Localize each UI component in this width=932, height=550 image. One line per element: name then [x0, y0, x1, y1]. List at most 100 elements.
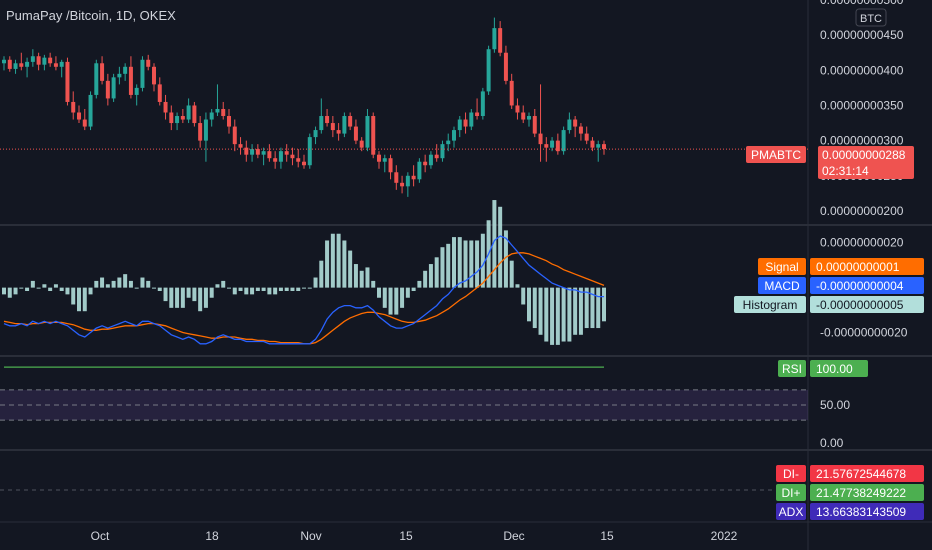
candle-body	[319, 116, 324, 131]
macd-line	[3, 235, 604, 345]
time-tick-label: Nov	[300, 529, 321, 543]
macd-legend-value: -0.00000000005	[816, 298, 904, 312]
macd-histogram-bar	[65, 287, 70, 295]
candle-body	[371, 116, 376, 155]
time-tick-label: Dec	[503, 529, 524, 543]
candle-body	[77, 112, 81, 120]
adx-legend-name-badge	[776, 465, 806, 482]
candle-body	[42, 57, 47, 65]
macd-histogram-bar	[532, 287, 537, 329]
rsi-tick-label: 50.00	[820, 398, 850, 412]
candle-body	[555, 140, 560, 152]
macd-histogram-bar	[7, 287, 12, 298]
macd-histogram-bar	[550, 287, 555, 345]
candle-body	[521, 112, 526, 120]
candle-body	[255, 149, 260, 155]
price-tick-label: 0.00000000400	[820, 63, 904, 77]
adx-legend-name: DI-	[783, 467, 799, 481]
price-tick-label: 0.00000000350	[820, 98, 904, 112]
candle-body	[53, 63, 58, 67]
candle-body	[36, 56, 41, 65]
candle-body	[71, 101, 76, 113]
macd-histogram-bar	[561, 287, 566, 342]
macd-histogram-bar	[128, 280, 133, 288]
candle-body	[382, 158, 387, 162]
candle-body	[215, 108, 220, 113]
macd-histogram-bar	[77, 287, 81, 312]
adx-legend-value: 21.47738249222	[816, 486, 906, 500]
macd-histogram-bar	[157, 287, 162, 291]
macd-legend-value-badge	[810, 296, 924, 313]
candle-body	[111, 77, 116, 99]
candle-body	[100, 63, 105, 81]
macd-histogram-bar	[140, 277, 145, 288]
macd-histogram-bar	[238, 287, 243, 291]
macd-histogram-bar	[359, 270, 364, 288]
candle-body	[123, 66, 128, 74]
macd-histogram-bar	[250, 287, 255, 295]
candle-body	[94, 63, 99, 95]
macd-histogram-bar	[417, 280, 422, 288]
macd-histogram-bar	[30, 280, 35, 288]
macd-histogram-bar	[82, 287, 87, 312]
macd-histogram-bar	[452, 237, 456, 288]
macd-legend-name: MACD	[764, 279, 800, 293]
macd-histogram-bar	[152, 287, 156, 289]
macd-histogram-bar	[336, 233, 341, 288]
candle-body	[30, 56, 35, 62]
macd-histogram-bar	[36, 287, 41, 289]
rsi-band	[0, 389, 808, 421]
macd-histogram-bar	[480, 233, 485, 288]
candle-body	[296, 158, 301, 162]
candle-body	[509, 80, 514, 106]
macd-histogram-bar	[117, 277, 122, 288]
candle-body	[175, 116, 180, 124]
chart-title: PumaPay /Bitcoin, 1D, OKEX	[6, 8, 176, 23]
macd-histogram-bar	[596, 287, 601, 329]
candle-body	[503, 52, 508, 81]
macd-histogram-bar	[100, 277, 105, 288]
candle-body	[498, 28, 503, 53]
candle-body	[117, 73, 122, 78]
macd-histogram-bar	[515, 284, 520, 288]
candle-body	[157, 84, 162, 102]
macd-histogram-bar	[48, 287, 53, 291]
macd-histogram-bar	[123, 274, 128, 288]
candle-body	[19, 63, 24, 67]
candle-body	[48, 57, 53, 64]
candle-body	[59, 61, 64, 67]
time-tick-label: Oct	[91, 529, 110, 543]
candle-body	[480, 91, 485, 117]
macd-legend-name-badge	[758, 258, 806, 275]
macd-histogram-bar	[313, 277, 318, 288]
candle-body	[394, 172, 399, 183]
candle-body	[602, 144, 606, 150]
symbol-label: PMABTC	[751, 148, 801, 162]
candle-body	[232, 126, 237, 145]
rsi-legend-value: 100.00	[816, 362, 853, 376]
candle-body	[469, 112, 474, 127]
macd-histogram-bar	[527, 287, 531, 322]
candle-body	[567, 119, 572, 131]
candle-body	[584, 133, 589, 141]
price-tick-label: 0.00000000450	[820, 28, 904, 42]
macd-histogram-bar	[411, 287, 416, 291]
adx-legend-name-badge	[776, 503, 806, 520]
macd-histogram-bar	[440, 247, 445, 288]
candle-body	[302, 161, 306, 166]
candle-body	[128, 66, 133, 95]
macd-histogram-bar	[284, 287, 289, 291]
macd-histogram-bar	[215, 284, 220, 288]
candle-body	[2, 59, 6, 64]
candle-body	[452, 130, 456, 141]
macd-histogram-bar	[348, 250, 353, 288]
candle-body	[140, 59, 145, 88]
macd-legend-name-badge	[758, 277, 806, 294]
macd-histogram-bar	[463, 240, 468, 288]
candle-body	[88, 94, 93, 127]
macd-histogram-bar	[134, 287, 139, 289]
candle-body	[578, 126, 583, 134]
candle-body	[330, 123, 335, 131]
macd-histogram-bar	[503, 230, 508, 288]
